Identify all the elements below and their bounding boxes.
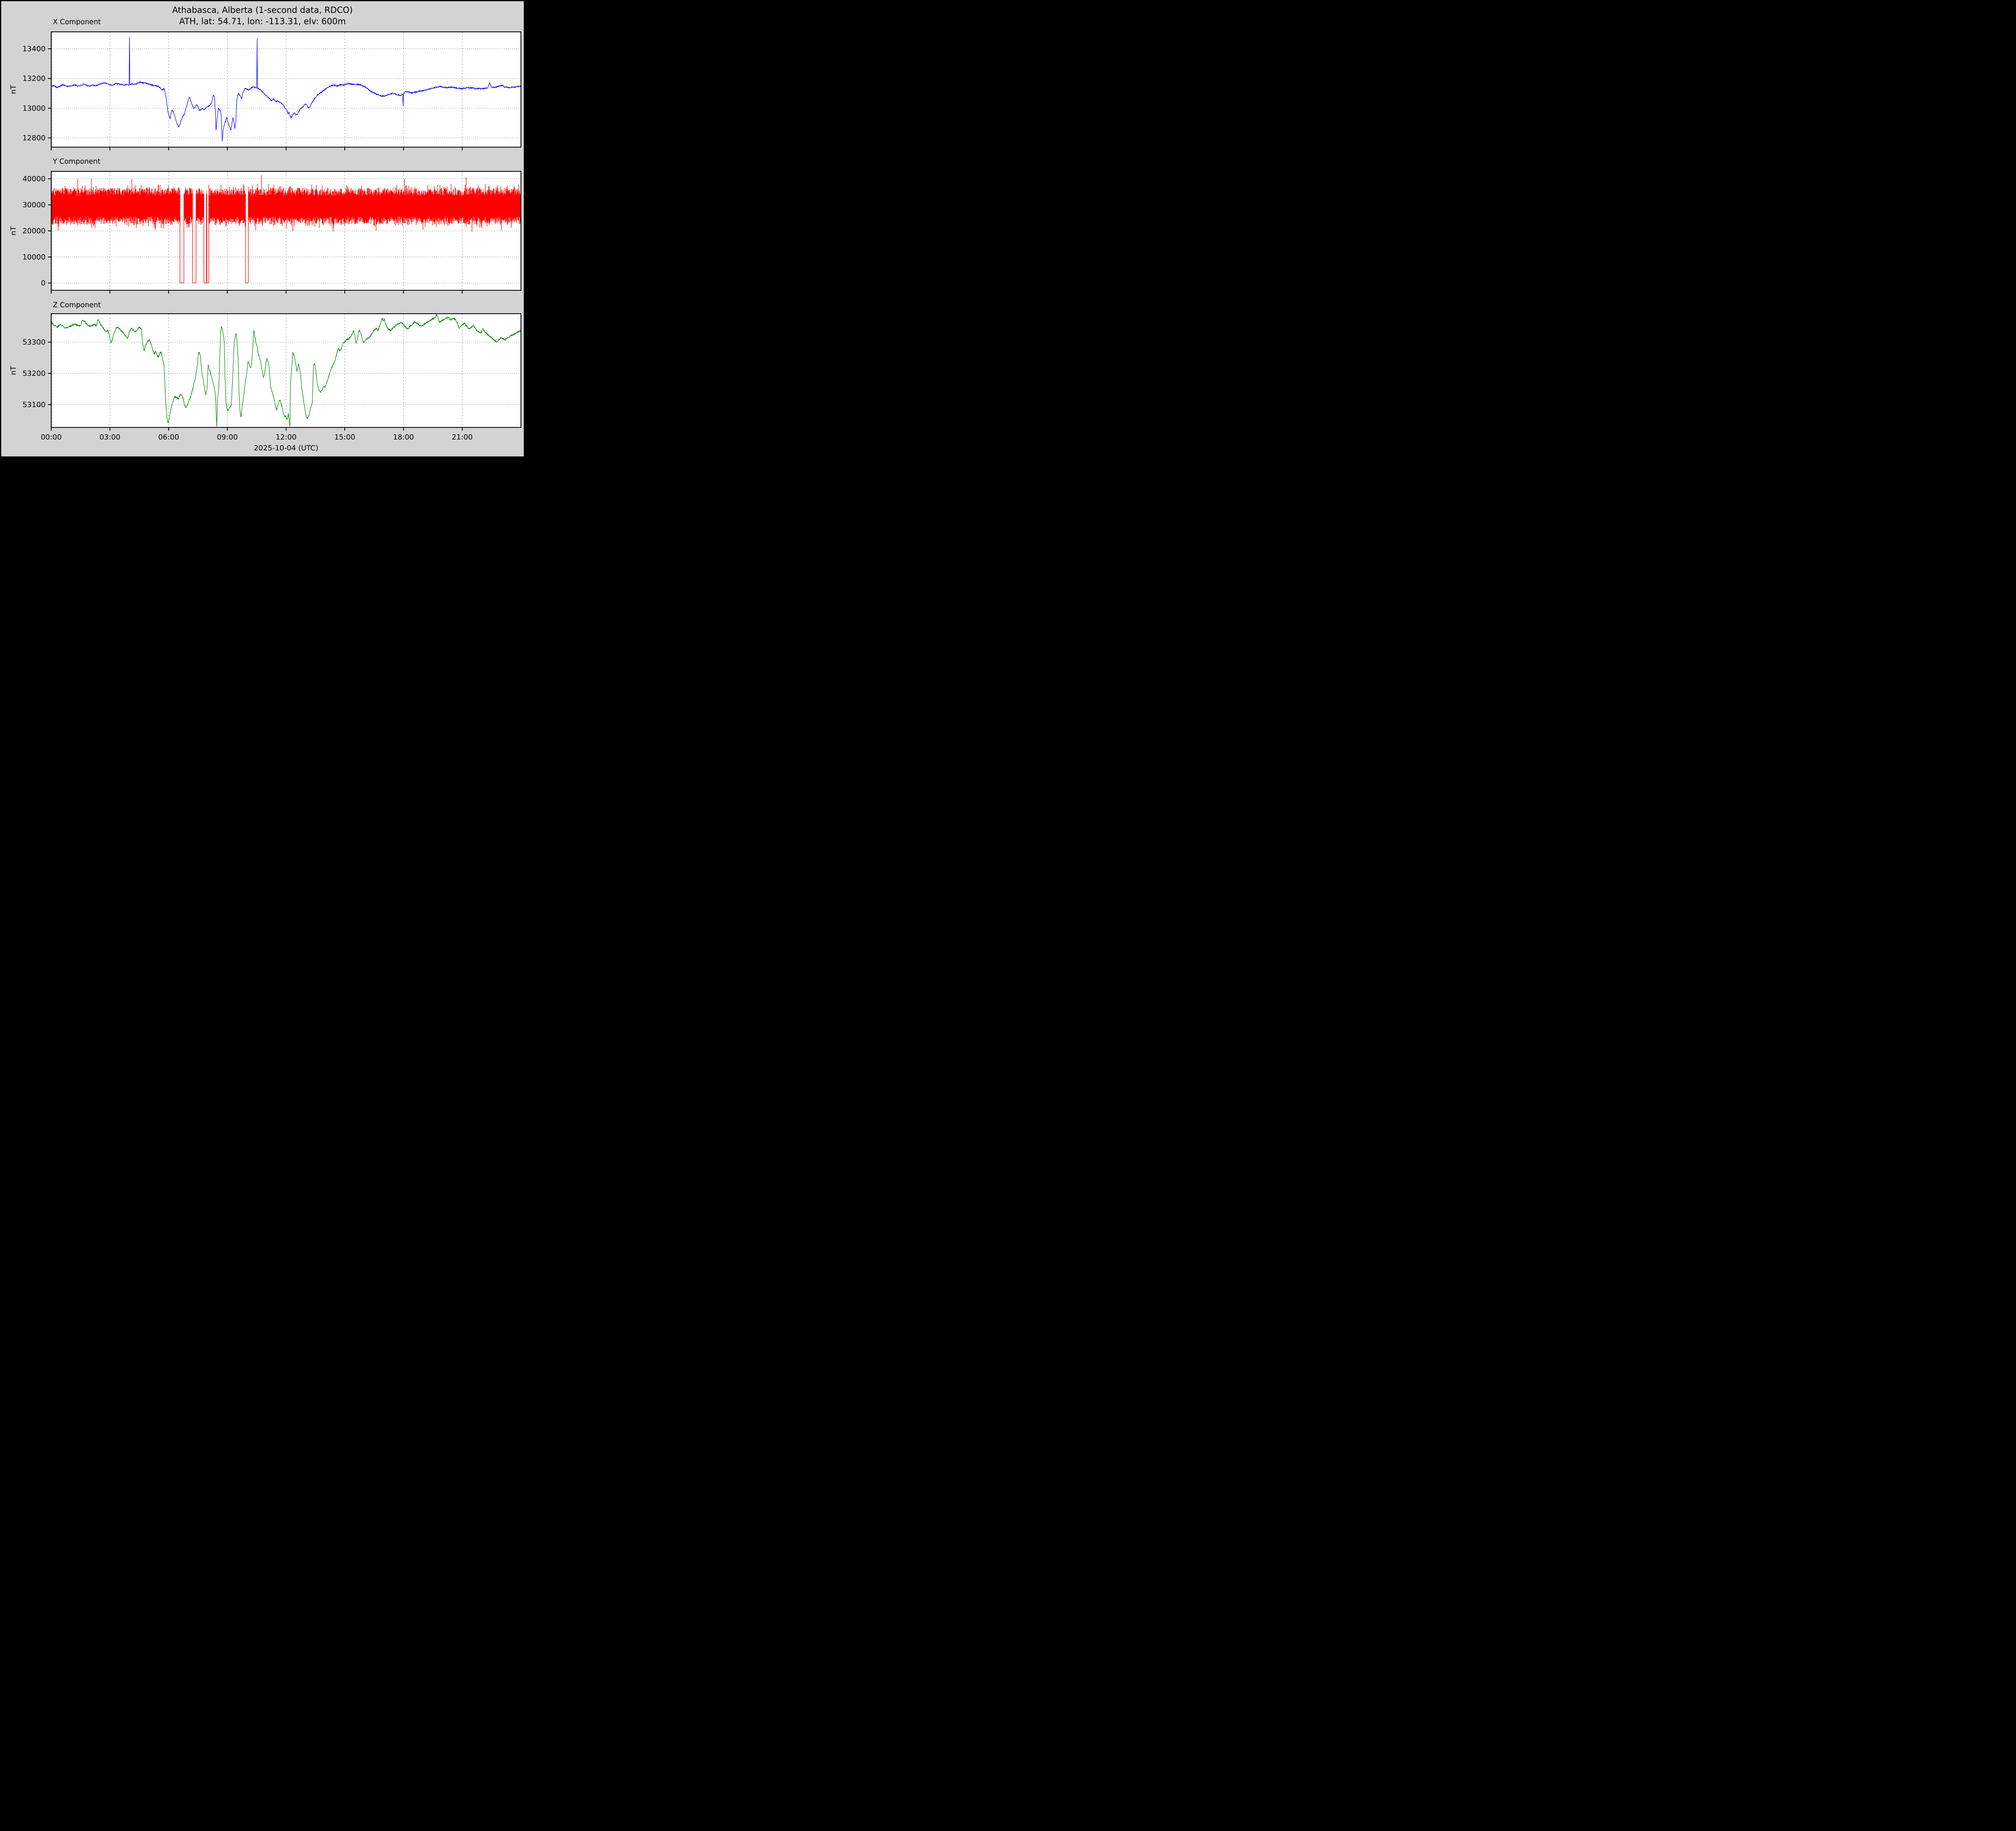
subplot-label-x-component: X Component: [53, 18, 101, 26]
x-tick-label: 15:00: [334, 433, 355, 442]
y-tick-label: 13000: [23, 104, 46, 112]
figure-title-line2: ATH, lat: 54.71, lon: -113.31, elv: 600m: [179, 17, 346, 26]
plot-spines: [51, 31, 521, 148]
x-tick-label: 09:00: [217, 433, 238, 442]
y-tick-label: 30000: [23, 201, 46, 209]
x-tick-label: 21:00: [452, 433, 473, 442]
data-series-line: [51, 314, 521, 427]
data-series-line: [51, 36, 521, 142]
figure-title: Athabasca, Alberta (1-second data, RDCO)…: [1, 4, 524, 27]
y-tick-label: 0: [41, 279, 46, 287]
magnetogram-figure: Athabasca, Alberta (1-second data, RDCO)…: [0, 0, 525, 458]
x-tick-label: 12:00: [276, 433, 297, 442]
plot-spines: [51, 313, 521, 428]
y-axis-unit-label: nT: [9, 226, 18, 235]
subplot-label-z-component: Z Component: [53, 301, 101, 309]
x-tick-label: 06:00: [158, 433, 179, 442]
y-tick-label: 13400: [23, 45, 46, 53]
x-tick-label: 18:00: [393, 433, 414, 442]
y-tick-label: 13200: [23, 75, 46, 83]
y-axis-unit-label: nT: [9, 85, 18, 94]
figure-title-line1: Athabasca, Alberta (1-second data, RDCO): [172, 5, 353, 15]
x-tick-label: 03:00: [100, 433, 121, 442]
x-axis-date-label: 2025-10-04 (UTC): [254, 444, 319, 452]
y-tick-label: 20000: [23, 227, 46, 235]
charts-canvas: 13400 13200 13000 12800 nT 40000 30000 20000 100…: [9, 31, 521, 442]
y-axis-unit-label: nT: [9, 366, 18, 375]
y-tick-label: 40000: [23, 175, 46, 183]
x-tick-label: 00:00: [41, 433, 62, 442]
y-tick-label: 53300: [23, 338, 46, 347]
plot-spines: [51, 171, 521, 291]
y-tick-label: 12800: [23, 134, 46, 142]
subplot-label-y-component: Y Component: [53, 158, 100, 166]
y-tick-label: 10000: [23, 253, 46, 261]
y-tick-label: 53100: [23, 400, 46, 409]
y-tick-label: 53200: [23, 369, 46, 378]
